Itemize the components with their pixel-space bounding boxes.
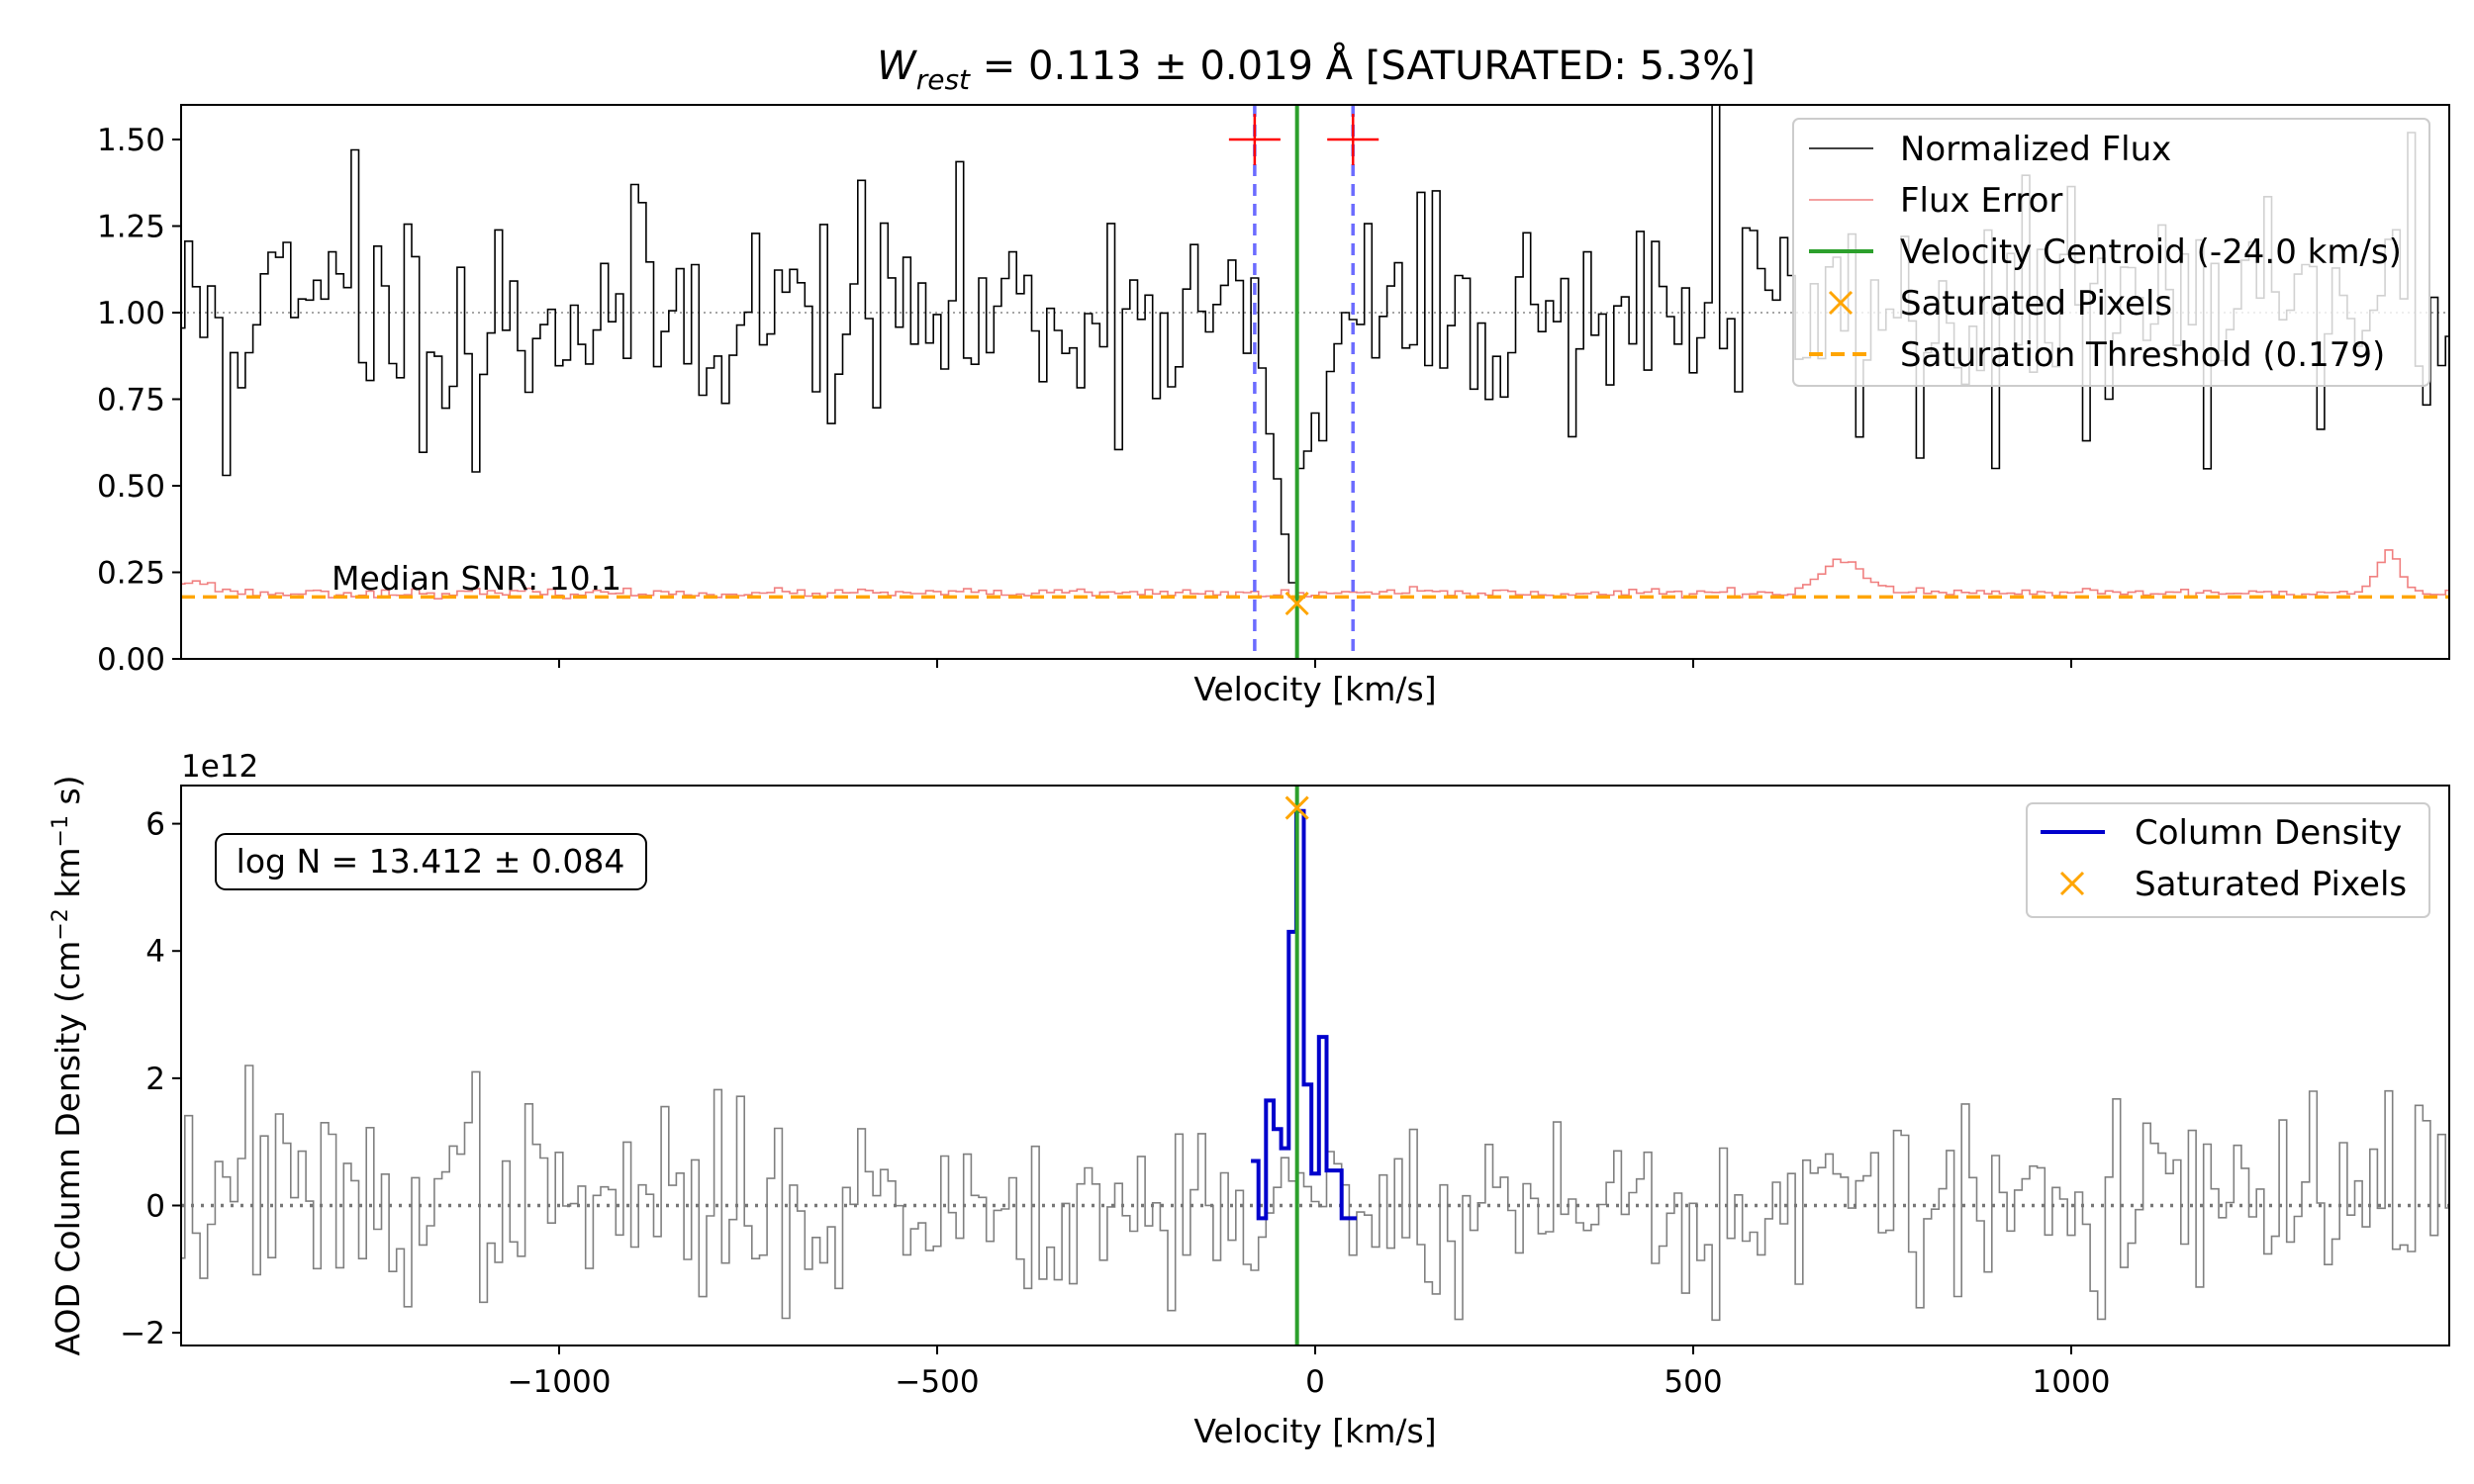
ylabel-base: AOD Column Density (cm [48,941,87,1356]
median-snr-annotation: Median SNR: 10.1 [332,559,621,598]
column-density-x-axis-label: Velocity [km/s] [1193,1412,1436,1450]
legend-saturated-marker-bottom [2059,871,2085,896]
title-rest: = 0.113 ± 0.019 Å [SATURATED: 5.3%] [970,42,1756,89]
legend-centroid-label: Velocity Centroid (-24.0 km/s) [1900,232,2402,272]
ylabel-exp1: −2 [48,908,73,940]
legend-saturated-marker [1828,290,1854,316]
column-density-y-axis-label: AOD Column Density (cm−2 km−1 s) [48,775,87,1355]
saturated-pixel-0 [1285,591,1309,616]
column-density-x-tick-label-2: 0 [1305,1364,1325,1400]
legend-saturated-label: Saturated Pixels [1900,284,2172,324]
ylabel-exp2: −1 [48,815,73,847]
column-density-panel: 1e12 −2 0 2 4 6 −1000 −500 0 500 1000 Velocity [… [48,749,2450,1450]
flux-x-axis-label: Velocity [km/s] [1193,670,1436,708]
column-density-plot-area [181,786,2449,1345]
title-symbol: W [877,44,917,89]
legend-error-label: Flux Error [1900,181,2062,221]
legend-column-density-label: Column Density [2135,813,2402,853]
flux-legend-box [1792,118,2430,387]
column-density-y-tick-label-4: 6 [145,807,165,843]
column-density-background-line [181,1065,2449,1322]
legend-saturated-label-bottom: Saturated Pixels [2135,865,2407,904]
log-n-annotation: log N = 13.412 ± 0.084 [215,833,647,890]
column-density-saturated-pixel-0 [1285,795,1309,820]
column-density-x-tick-label-3: 500 [1664,1364,1722,1400]
flux-y-tick-label-0: 0.00 [97,642,165,678]
y-offset-text: 1e12 [181,749,258,785]
column-density-y-tick-label-2: 2 [145,1062,165,1097]
log-n-annotation-box [215,833,647,890]
title-subscript: rest [916,63,971,96]
legend-saturated-swatch-bottom [2059,871,2085,896]
flux-panel: Wrest = 0.113 ± 0.019 Å [SATURATED: 5.3%… [97,42,2450,708]
flux-y-tick-label-2: 0.50 [97,469,165,505]
integration-limit-marker-1 [1327,114,1380,165]
flux-y-tick-label-5: 1.25 [97,210,165,245]
flux-y-tick-label-6: 1.50 [97,123,165,158]
column-density-y-tick-label-3: 4 [145,934,165,970]
flux-y-ticks: 0.00 0.25 0.50 0.75 1.00 1.25 1.50 [97,123,181,678]
column-density-y-ticks: −2 0 2 4 6 [120,807,181,1351]
legend-flux-label: Normalized Flux [1900,130,2171,169]
ylabel-mid: km [48,847,87,908]
integration-limit-marker-0 [1228,114,1281,165]
legend-saturated-swatch [1828,290,1854,316]
column-density-legend-box [2026,802,2430,918]
column-density-x-tick-label-0: −1000 [508,1364,612,1400]
column-density-x-tick-label-1: −500 [895,1364,979,1400]
chart-title: Wrest = 0.113 ± 0.019 Å [SATURATED: 5.3%… [877,42,1756,96]
flux-y-tick-label-1: 0.25 [97,556,165,592]
column-density-legend: Column Density Saturated Pixels [2026,802,2430,918]
flux-legend: Normalized Flux Flux Error Velocity Cent… [1792,118,2430,387]
column-density-x-tick-label-4: 1000 [2033,1364,2111,1400]
ylabel-end: s) [48,775,87,815]
flux-y-tick-label-3: 0.75 [97,383,165,418]
column-density-y-tick-label-1: 0 [145,1189,165,1225]
flux-y-tick-label-4: 1.00 [97,296,165,331]
flux-x-ticks [558,659,2072,668]
column-density-x-ticks: −1000 −500 0 500 1000 [508,1345,2111,1400]
log-n-annotation-text: log N = 13.412 ± 0.084 [237,842,625,881]
column-density-y-tick-label-0: −2 [120,1316,165,1351]
legend-threshold-label: Saturation Threshold (0.179) [1900,335,2385,375]
